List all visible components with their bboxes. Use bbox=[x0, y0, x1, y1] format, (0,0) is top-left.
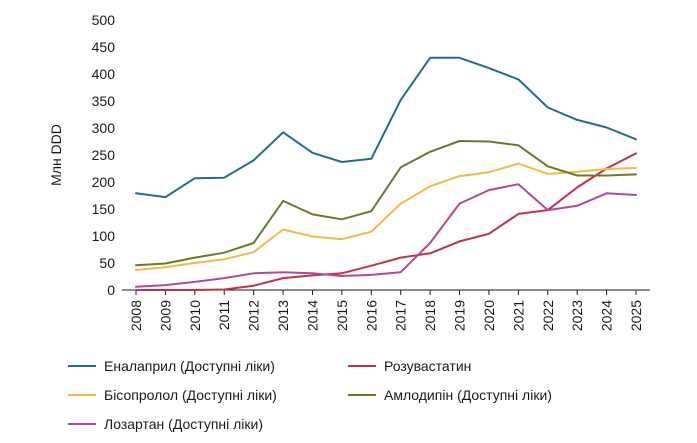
x-tick-label: 2020 bbox=[481, 300, 497, 331]
series-line-5 bbox=[135, 183, 637, 288]
legend: Еналаприл (Доступні ліки) Розувастатин Біс… bbox=[68, 358, 552, 432]
x-tick-label: 2013 bbox=[275, 300, 291, 331]
x-tick-label: 2017 bbox=[393, 300, 409, 331]
x-tick-label: 2012 bbox=[246, 300, 262, 331]
series-lines bbox=[135, 56, 637, 291]
x-tick-label: 2015 bbox=[334, 300, 350, 331]
x-tick-label: 2016 bbox=[363, 300, 379, 331]
legend-label-5: Лозартан (Доступні ліки) bbox=[104, 416, 263, 432]
y-tick-label: 100 bbox=[92, 228, 116, 244]
x-tick-label: 2025 bbox=[628, 300, 644, 331]
legend-label-1: Еналаприл (Доступні ліки) bbox=[104, 358, 275, 374]
series-line-4 bbox=[135, 140, 637, 267]
y-tick-label: 150 bbox=[92, 201, 116, 217]
x-tick-label: 2019 bbox=[452, 300, 468, 331]
y-tick-label: 200 bbox=[92, 174, 116, 190]
x-tick-label: 2021 bbox=[510, 300, 526, 331]
x-tick-label: 2018 bbox=[422, 300, 438, 331]
y-tick-label: 400 bbox=[92, 66, 116, 82]
legend-label-3: Бісопролол (Доступні ліки) bbox=[104, 387, 277, 403]
y-tick-label: 450 bbox=[92, 39, 116, 55]
x-tick-label: 2008 bbox=[128, 300, 144, 331]
x-tick-label: 2009 bbox=[157, 300, 173, 331]
series-line-2 bbox=[135, 152, 637, 291]
y-tick-label: 250 bbox=[92, 147, 116, 163]
y-tick-label: 300 bbox=[92, 120, 116, 136]
x-tick-label: 2023 bbox=[569, 300, 585, 331]
y-axis: 0 50 100 150 200 250 300 350 400 450 500 bbox=[92, 12, 116, 298]
x-axis: 2008 2009 2010 2011 2012 2013 2014 2015 2016 2017… bbox=[128, 290, 644, 331]
series-line-3 bbox=[135, 162, 637, 271]
x-tick-label: 2010 bbox=[187, 300, 203, 331]
legend-label-2: Розувастатин bbox=[384, 358, 471, 374]
series-line-1 bbox=[135, 56, 637, 199]
y-tick-label: 350 bbox=[92, 93, 116, 109]
y-tick-label: 0 bbox=[107, 282, 115, 298]
x-tick-label: 2022 bbox=[540, 300, 556, 331]
y-tick-label: 50 bbox=[99, 255, 115, 271]
y-tick-label: 500 bbox=[92, 12, 116, 28]
legend-label-4: Амлодипін (Доступні ліки) bbox=[384, 387, 552, 403]
y-axis-title: Млн DDD bbox=[48, 124, 64, 186]
x-tick-label: 2024 bbox=[599, 300, 615, 331]
x-tick-label: 2014 bbox=[304, 300, 320, 331]
x-tick-label: 2011 bbox=[216, 300, 232, 330]
